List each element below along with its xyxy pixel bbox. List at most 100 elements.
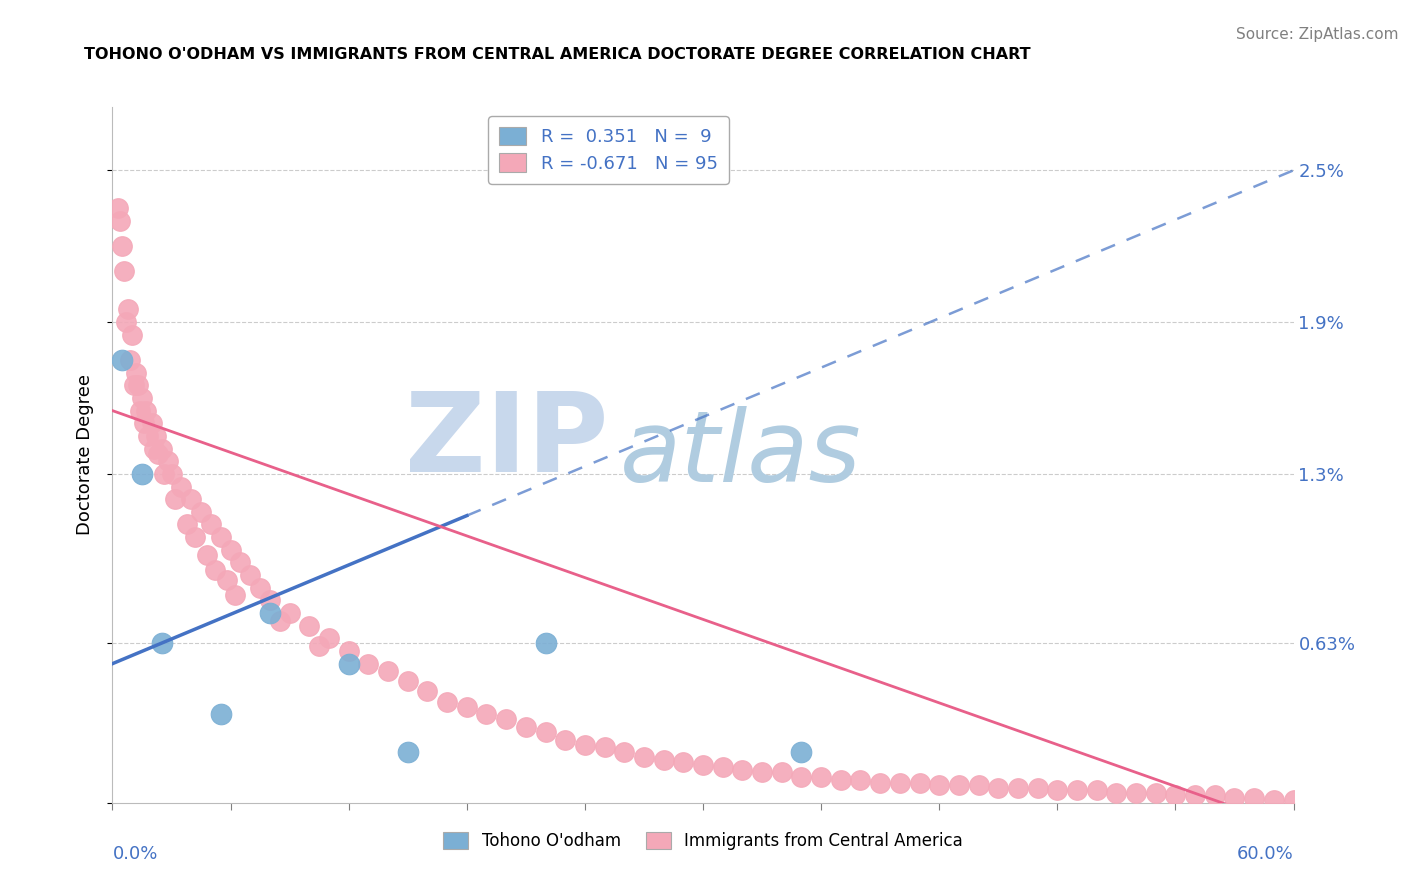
Point: [121, 327, 143, 342]
Point: [534, 636, 557, 650]
Point: [337, 657, 360, 671]
Point: [1007, 780, 1029, 795]
Text: 0.0%: 0.0%: [112, 845, 157, 863]
Point: [692, 757, 714, 772]
Text: Source: ZipAtlas.com: Source: ZipAtlas.com: [1236, 27, 1399, 42]
Y-axis label: Doctorate Degree: Doctorate Degree: [76, 375, 94, 535]
Point: [209, 530, 232, 544]
Point: [125, 366, 148, 380]
Point: [152, 467, 174, 481]
Text: ZIP: ZIP: [405, 387, 609, 494]
Point: [132, 417, 155, 431]
Point: [711, 760, 734, 774]
Point: [770, 765, 793, 780]
Point: [141, 417, 163, 431]
Point: [1204, 788, 1226, 802]
Point: [593, 740, 616, 755]
Point: [160, 467, 183, 481]
Point: [122, 378, 145, 392]
Point: [456, 699, 478, 714]
Point: [633, 750, 655, 764]
Point: [107, 201, 129, 215]
Point: [135, 403, 157, 417]
Point: [436, 695, 458, 709]
Point: [1066, 783, 1088, 797]
Point: [180, 492, 202, 507]
Point: [1046, 783, 1069, 797]
Point: [1085, 783, 1108, 797]
Point: [357, 657, 380, 671]
Point: [515, 720, 537, 734]
Point: [849, 772, 872, 787]
Point: [190, 505, 212, 519]
Point: [136, 429, 159, 443]
Point: [987, 780, 1010, 795]
Point: [176, 517, 198, 532]
Point: [1125, 786, 1147, 800]
Point: [269, 614, 291, 628]
Point: [1144, 786, 1167, 800]
Point: [259, 593, 281, 607]
Point: [215, 573, 238, 587]
Point: [308, 639, 330, 653]
Point: [318, 632, 340, 646]
Point: [751, 765, 773, 780]
Point: [229, 556, 252, 570]
Point: [115, 315, 138, 329]
Point: [1105, 786, 1128, 800]
Point: [1223, 790, 1246, 805]
Point: [209, 707, 232, 722]
Point: [150, 442, 173, 456]
Point: [298, 618, 321, 632]
Point: [184, 530, 207, 544]
Point: [475, 707, 498, 722]
Point: [574, 738, 596, 752]
Point: [495, 712, 517, 726]
Point: [967, 778, 990, 792]
Point: [131, 391, 153, 405]
Point: [534, 725, 557, 739]
Point: [249, 581, 271, 595]
Point: [195, 548, 218, 562]
Point: [127, 378, 149, 392]
Point: [1263, 793, 1285, 807]
Point: [377, 665, 399, 679]
Point: [672, 756, 695, 770]
Point: [889, 775, 911, 789]
Point: [111, 239, 134, 253]
Point: [170, 479, 193, 493]
Point: [810, 771, 832, 785]
Point: [790, 745, 813, 759]
Point: [146, 447, 169, 461]
Point: [790, 771, 813, 785]
Point: [131, 467, 153, 481]
Point: [278, 606, 301, 620]
Point: [1282, 793, 1305, 807]
Legend: Tohono O'odham, Immigrants from Central America: Tohono O'odham, Immigrants from Central …: [436, 826, 970, 857]
Point: [1243, 790, 1265, 805]
Point: [200, 517, 222, 532]
Point: [219, 542, 242, 557]
Point: [145, 429, 167, 443]
Point: [613, 745, 636, 759]
Point: [117, 302, 139, 317]
Point: [1164, 788, 1187, 802]
Point: [1026, 780, 1049, 795]
Point: [731, 763, 754, 777]
Text: atlas: atlas: [620, 407, 862, 503]
Point: [204, 563, 226, 577]
Point: [830, 772, 852, 787]
Point: [129, 403, 152, 417]
Point: [239, 568, 262, 582]
Point: [142, 442, 165, 456]
Text: TOHONO O'ODHAM VS IMMIGRANTS FROM CENTRAL AMERICA DOCTORATE DEGREE CORRELATION C: TOHONO O'ODHAM VS IMMIGRANTS FROM CENTRA…: [84, 47, 1031, 62]
Point: [112, 264, 135, 278]
Point: [554, 732, 576, 747]
Point: [111, 353, 134, 368]
Point: [120, 353, 142, 368]
Point: [396, 745, 419, 759]
Point: [337, 644, 360, 658]
Point: [869, 775, 891, 789]
Point: [908, 775, 931, 789]
Point: [948, 778, 970, 792]
